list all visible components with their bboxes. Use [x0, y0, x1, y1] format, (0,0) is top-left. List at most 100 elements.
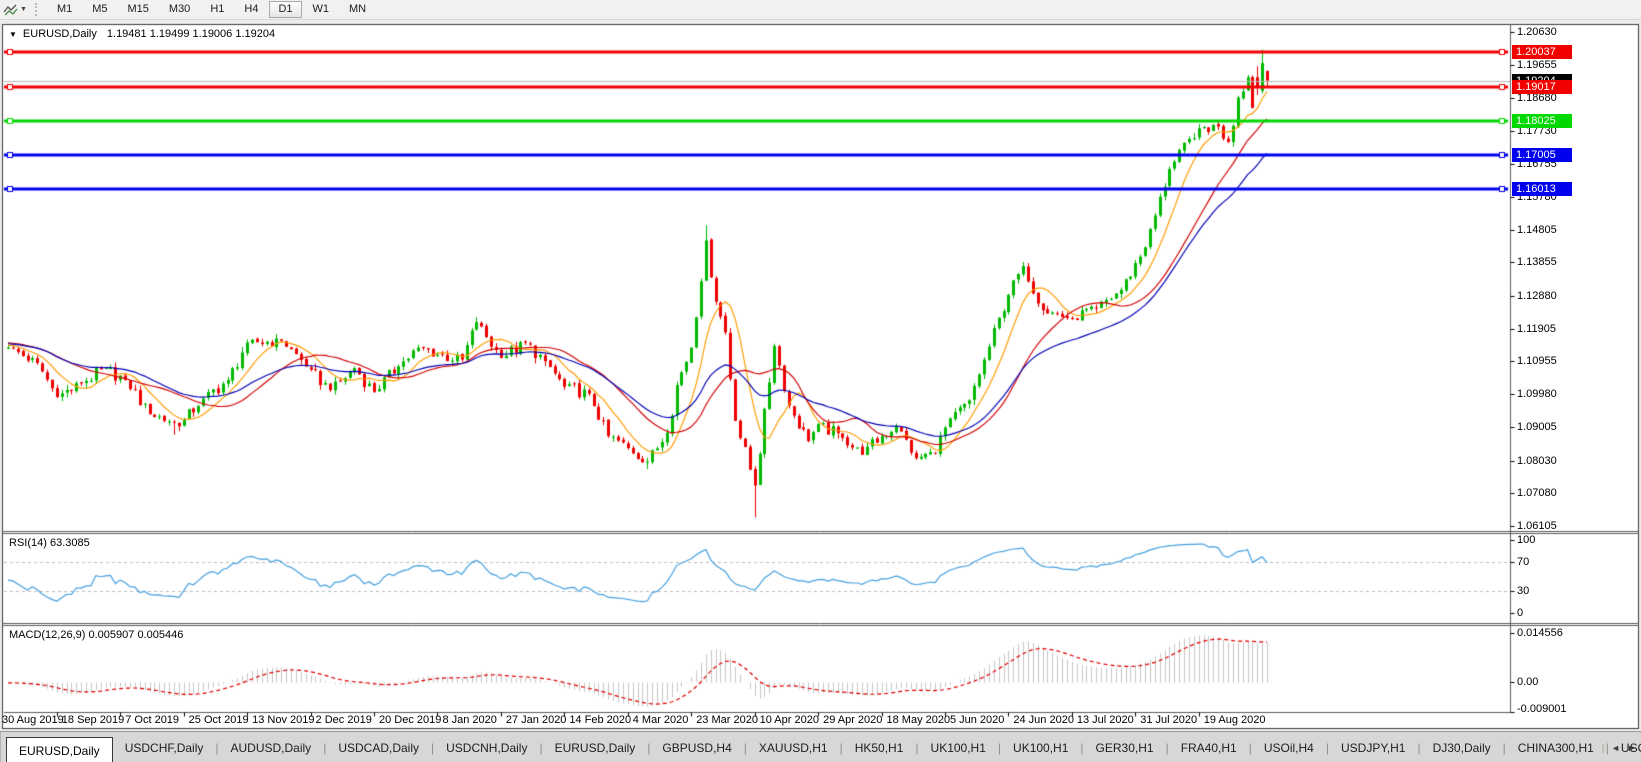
timeframe-button-m15[interactable]: M15	[127, 3, 149, 15]
hline-price-label: 1.18025	[1512, 113, 1572, 128]
periods-toolbar: ▼ M1 M5 M15 M30 H1 H4 D1 W1 MN	[0, 0, 1641, 20]
hline-price-label: 1.17005	[1512, 148, 1572, 163]
price-axis-tick: 1.20630	[1517, 26, 1557, 38]
rsi-axis-tick: 30	[1517, 585, 1530, 598]
price-axis-tick: 1.14805	[1517, 224, 1557, 237]
tab-divider: |	[839, 740, 843, 755]
time-axis-tick: 24 Jun 2020	[1013, 714, 1074, 726]
chart-tab-usdcnh-daily[interactable]: USDCNH,Daily	[446, 740, 528, 755]
tab-divider: |	[1325, 740, 1329, 755]
time-axis-tick: 13 Nov 2019	[252, 714, 315, 726]
timeframe-buttons: M1 M5 M15 M30 H1 H4 D1 W1 MN	[47, 1, 376, 18]
chart-tab-china300-h1[interactable]: CHINA300,H1	[1517, 740, 1594, 755]
timeframe-button-m5[interactable]: M5	[92, 3, 108, 15]
macd-axis-tick: -0.009001	[1517, 703, 1567, 715]
timeframe-button-h1[interactable]: H1	[210, 3, 225, 15]
macd-axis-tick: 0.014556	[1517, 627, 1563, 639]
chart-tab-xauusd-h1[interactable]: XAUUSD,H1	[758, 740, 828, 755]
time-axis-tick: 8 Jan 2020	[442, 714, 497, 726]
tab-scroll-left-icon[interactable]: ◄	[1611, 742, 1621, 753]
rsi-axis-tick: 70	[1517, 555, 1530, 568]
timeframe-button-m1[interactable]: M1	[56, 3, 73, 15]
price-axis-tick: 1.18680	[1517, 92, 1557, 105]
tab-divider: |	[915, 740, 919, 755]
chart-tab-fra40-h1[interactable]: FRA40,H1	[1180, 740, 1237, 755]
rsi-axis-tick: 0	[1517, 607, 1524, 619]
time-axis-tick: 25 Oct 2019	[188, 714, 249, 726]
chart-tab-usdcad-daily[interactable]: USDCAD,Daily	[338, 740, 419, 755]
time-axis-tick: 30 Aug 2019	[2, 714, 64, 726]
time-axis-tick: 20 Dec 2019	[379, 714, 442, 726]
tab-bar-edge	[0, 732, 1, 762]
line-studies-icon[interactable]: ▼	[0, 3, 31, 16]
tab-divider: |	[1417, 740, 1421, 755]
tab-divider: |	[1605, 740, 1609, 755]
tab-divider: |	[1502, 740, 1506, 755]
time-axis-tick: 18 Sep 2019	[61, 714, 125, 726]
timeframe-button-h4[interactable]: H4	[244, 3, 259, 15]
chart-tab-eurusd-daily[interactable]: EURUSD,Daily	[6, 737, 113, 762]
price-axis-tick: 1.12880	[1517, 289, 1557, 302]
chart-title: ▼ EURUSD,Daily 1.19481 1.19499 1.19006 1…	[9, 28, 275, 40]
chart-tab-gbpusd-h4[interactable]: GBPUSD,H4	[662, 740, 732, 755]
timeframe-button-w1[interactable]: W1	[312, 3, 330, 15]
hline-price-label: 1.19017	[1512, 79, 1572, 94]
chart-tab-uk100-h1[interactable]: UK100,H1	[1013, 740, 1069, 755]
chart-symbol-label: EURUSD,Daily	[22, 28, 97, 40]
macd-axis-tick: 0.00	[1517, 676, 1539, 688]
tab-divider: |	[1248, 740, 1252, 755]
price-axis-tick: 1.09980	[1517, 388, 1557, 401]
timeframe-button-m30[interactable]: M30	[168, 3, 191, 15]
time-axis-tick: 19 Aug 2020	[1203, 714, 1266, 726]
time-axis-tick: 2 Dec 2019	[315, 714, 372, 726]
tab-divider: |	[647, 740, 651, 755]
hline-price-label: 1.20037	[1512, 45, 1572, 60]
chart-collapse-icon[interactable]: ▼	[9, 29, 17, 39]
hline-price-label: 1.16013	[1512, 182, 1572, 197]
price-axis-tick: 1.06105	[1517, 520, 1557, 533]
rsi-axis-tick: 100	[1517, 534, 1536, 546]
toolbar-dropdown-caret[interactable]: ▼	[20, 6, 27, 13]
chart-tab-uk100-h1[interactable]: UK100,H1	[930, 740, 986, 755]
chart-tab-usdjpy-h1[interactable]: USDJPY,H1	[1340, 740, 1406, 755]
toolbar-grip[interactable]	[34, 3, 41, 16]
macd-pane-label: MACD(12,26,9) 0.005907 0.005446	[9, 629, 184, 641]
time-axis-tick: 23 Mar 2020	[696, 714, 758, 726]
chart-tab-dj30-daily[interactable]: DJ30,Daily	[1432, 740, 1491, 755]
time-axis-tick: 14 Feb 2020	[569, 714, 632, 726]
chart-tab-hk50-h1[interactable]: HK50,H1	[854, 740, 904, 755]
tab-scroll-right-icon[interactable]: ►	[1627, 742, 1636, 753]
tab-divider: |	[1601, 742, 1605, 753]
tab-divider: |	[1080, 740, 1084, 755]
chart-tab-eurusd-daily[interactable]: EURUSD,Daily	[554, 740, 636, 755]
chart-tab-ger30-h1[interactable]: GER30,H1	[1095, 740, 1154, 755]
price-axis-tick: 1.07080	[1517, 486, 1557, 499]
price-axis-tick: 1.17730	[1517, 124, 1557, 137]
tab-divider: |	[743, 740, 747, 755]
timeframe-button-d1[interactable]: D1	[269, 1, 302, 18]
time-axis-tick: 10 Apr 2020	[759, 714, 819, 726]
time-axis-tick: 31 Jul 2020	[1140, 714, 1198, 726]
chart-tab-usoil-h4[interactable]: USOil,H4	[1263, 740, 1314, 755]
time-axis-tick: 18 May 2020	[886, 714, 951, 726]
time-axis-tick: 13 Jul 2020	[1076, 714, 1134, 726]
timeframe-button-mn[interactable]: MN	[349, 3, 367, 15]
chart-tab-bar: EURUSD,Daily USDCHF,Daily | AUDUSD,Daily | US…	[0, 731, 1641, 762]
chart-tab-usoil-h1[interactable]: USOil,H1	[1620, 740, 1641, 755]
tab-divider: |	[215, 740, 219, 755]
chart-tab-audusd-daily[interactable]: AUDUSD,Daily	[230, 740, 312, 755]
price-axis-tick: 1.13855	[1517, 256, 1557, 269]
time-axis-tick: 7 Oct 2019	[125, 714, 180, 726]
price-axis-tick: 1.10955	[1517, 355, 1557, 368]
tab-divider: |	[1165, 740, 1169, 755]
tab-divider: |	[997, 740, 1002, 755]
chart-tab-usdchf-daily[interactable]: USDCHF,Daily	[124, 740, 204, 755]
rsi-pane-label: RSI(14) 63.3085	[9, 537, 90, 549]
time-axis-tick: 27 Jan 2020	[505, 714, 567, 726]
time-axis-tick: 5 Jun 2020	[949, 714, 1005, 726]
tab-scroll-controls: | ◄ ►	[1602, 732, 1636, 762]
price-axis-tick: 1.09005	[1517, 421, 1557, 434]
time-axis-tick: 4 Mar 2020	[632, 714, 689, 726]
chart-ohlc-label: 1.19481 1.19499 1.19006 1.19204	[106, 28, 276, 40]
